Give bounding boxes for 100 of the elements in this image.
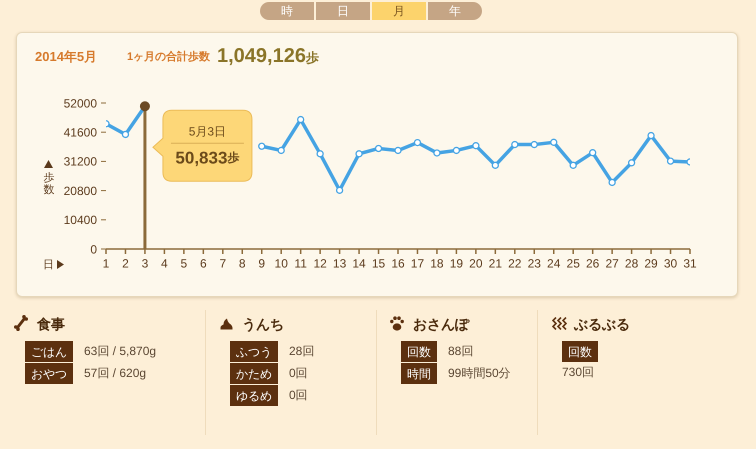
x-tick-label: 11 <box>294 256 308 271</box>
x-tick-label: 23 <box>528 256 542 271</box>
x-tick-label: 17 <box>410 256 424 271</box>
category-label: 回数 <box>407 344 431 358</box>
text: 57回 / 620g <box>84 366 146 380</box>
point <box>666 157 674 165</box>
x-tick-label: 24 <box>547 256 561 271</box>
x-tick-label: 9 <box>258 256 266 271</box>
x-tick-label: 15 <box>372 256 386 271</box>
point <box>511 140 518 148</box>
x-tick-label: 8 <box>238 256 246 271</box>
point <box>472 142 480 150</box>
x-tick-label: 29 <box>644 256 658 271</box>
category-label: ふつう <box>236 344 272 358</box>
x-tick-label: 26 <box>586 256 600 271</box>
point <box>258 142 266 150</box>
point <box>433 149 441 157</box>
category-label: おやつ <box>31 366 67 380</box>
category-label: 時 <box>281 4 293 18</box>
point <box>122 130 130 138</box>
annotation: 50,833歩 <box>175 148 240 167</box>
x-tick-label: 3 <box>142 256 149 271</box>
tab[interactable]: 年 <box>428 2 482 20</box>
text: 99時間50分 <box>448 366 511 380</box>
point <box>374 144 382 152</box>
text: 0回 <box>289 366 308 380</box>
point <box>589 149 596 156</box>
x-tick-label: 1 <box>102 256 110 271</box>
x-tick-label: 4 <box>161 256 168 271</box>
label-box: ごはん <box>25 341 73 362</box>
point <box>316 150 324 158</box>
point <box>452 146 460 154</box>
y-tick-label: 10400 <box>64 213 98 228</box>
point <box>414 138 422 146</box>
x-tick-label: 12 <box>313 256 328 271</box>
category-label: ごはん <box>31 344 67 358</box>
x-tick-label: 18 <box>430 256 444 271</box>
x-tick-label: 27 <box>605 256 620 271</box>
text: ぶるぶる <box>574 315 630 333</box>
x-axis-title: 日 <box>43 258 54 272</box>
y-tick-label: 52000 <box>64 96 98 110</box>
label-box: ゆるめ <box>230 385 278 406</box>
category-label: 回数 <box>568 344 592 358</box>
y-tick-label: 20800 <box>64 184 98 198</box>
point <box>394 146 402 154</box>
tab[interactable]: 月 <box>372 2 426 20</box>
label-box: 回数 <box>401 341 437 362</box>
category-label: 時間 <box>407 366 431 380</box>
point <box>492 162 499 169</box>
category-label: かため <box>236 366 272 380</box>
point <box>530 140 538 148</box>
x-tick-label: 2 <box>122 256 130 271</box>
point <box>647 132 655 140</box>
text: 63回 / 5,870g <box>84 344 156 358</box>
point <box>608 178 616 186</box>
y-tick-label: 31200 <box>64 154 98 169</box>
x-tick-label: 5 <box>180 256 188 271</box>
label-box: 回数 <box>562 341 598 362</box>
label-box: 時間 <box>401 363 437 384</box>
x-tick-label: 28 <box>624 256 639 271</box>
category-label: 日 <box>337 4 349 18</box>
point <box>297 116 304 124</box>
x-tick-label: 16 <box>391 256 405 271</box>
category-label: 月 <box>393 4 405 18</box>
text: 0回 <box>289 388 308 402</box>
y-tick-label: 41600 <box>64 125 98 140</box>
chart-title: 2014年5月 <box>35 49 98 65</box>
x-tick-label: 21 <box>488 256 502 271</box>
point <box>550 138 558 146</box>
point <box>628 159 636 166</box>
tab[interactable]: 時 <box>260 2 314 20</box>
text: 730回 <box>562 364 596 380</box>
x-tick-label: 30 <box>664 256 678 271</box>
label-box: ふつう <box>230 341 278 362</box>
point <box>570 162 577 169</box>
y-axis-title: 歩数 <box>43 172 55 196</box>
x-tick-label: 25 <box>566 256 580 271</box>
point <box>355 150 363 158</box>
text: 88回 <box>448 344 474 358</box>
text: 1,049,126歩 <box>217 45 319 67</box>
category-label: 年 <box>449 4 461 18</box>
text: 28回 <box>289 344 314 358</box>
label-box: かため <box>230 363 278 384</box>
x-tick-label: 22 <box>508 256 522 271</box>
x-tick-label: 7 <box>219 256 226 271</box>
x-tick-label: 6 <box>200 256 207 271</box>
x-tick-label: 10 <box>274 256 288 271</box>
chart-subtitle: 1ヶ月の合計歩数 <box>127 50 210 64</box>
x-tick-label: 20 <box>469 256 483 271</box>
x-tick-label: 19 <box>450 256 464 271</box>
point <box>278 146 285 154</box>
x-tick-label: 14 <box>352 256 366 271</box>
text: 食事 <box>37 315 65 333</box>
y-tick-label: 0 <box>90 242 98 256</box>
x-tick-label: 13 <box>332 256 347 271</box>
label-box: おやつ <box>25 363 73 384</box>
tab[interactable]: 日 <box>316 2 370 20</box>
category-label: ゆるめ <box>236 388 272 402</box>
x-tick-label: 31 <box>683 256 697 271</box>
text: うんち <box>242 315 284 333</box>
